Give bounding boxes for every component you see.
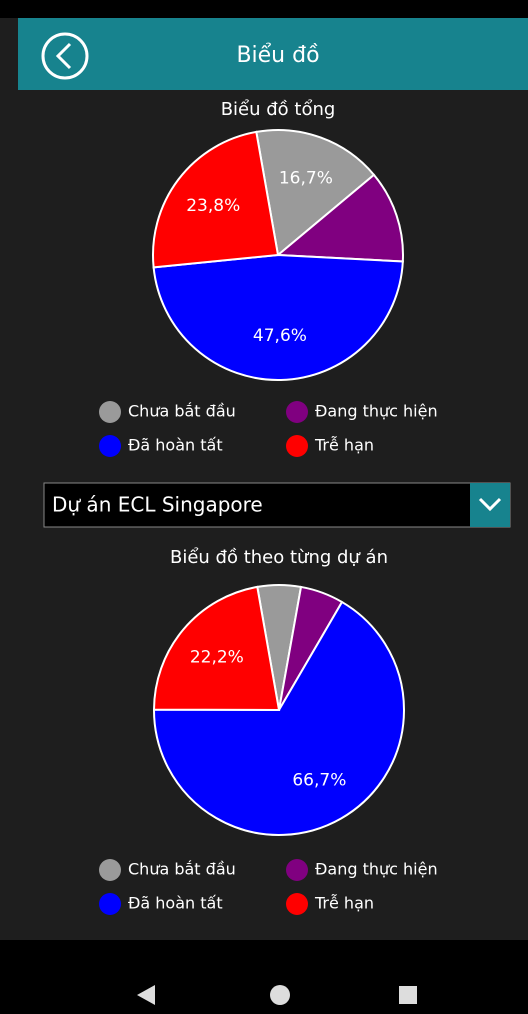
pie-slice (152, 130, 280, 269)
nav-back[interactable] (137, 985, 155, 1005)
dropdown-button[interactable] (470, 483, 510, 527)
back-button[interactable] (41, 32, 89, 80)
pie-slice (255, 129, 376, 257)
legend-label: Đang thực hiện (315, 402, 438, 421)
legend-marker (286, 859, 308, 881)
dropdown[interactable]: Dự án ECL Singapore (43, 482, 511, 528)
legend-label: Chưa bắt đầu (128, 860, 236, 879)
slice-label: 66,7% (292, 771, 346, 791)
pie-slice (152, 600, 405, 836)
status-bar (0, 0, 528, 18)
slice-label: 23,8% (186, 196, 240, 216)
legend-marker (99, 859, 121, 881)
slice-label: 47,6% (253, 326, 307, 346)
legend-label: Đã hoàn tất (128, 436, 223, 455)
dropdown-arrow[interactable] (478, 497, 502, 512)
legend-marker (99, 893, 121, 915)
nav-bar (0, 940, 528, 1014)
pie-slice (275, 173, 404, 263)
legend-marker (99, 401, 121, 423)
nav-home[interactable] (270, 985, 290, 1005)
legend-label: Trễ hạn (314, 894, 374, 913)
slice-label: 16,7% (279, 169, 333, 189)
back-circle[interactable] (41, 32, 89, 80)
header-title: Biểu đồ (236, 43, 319, 68)
slice-label: 22,2% (190, 648, 244, 668)
legend-marker (286, 401, 308, 423)
legend-marker (286, 893, 308, 915)
legend-label: Đang thực hiện (315, 860, 438, 879)
legend-marker (286, 435, 308, 457)
legend-marker (99, 435, 121, 457)
pie-slice (152, 253, 404, 381)
chart-title: Biểu đồ theo từng dự án (170, 547, 388, 568)
legend-label: Chưa bắt đầu (128, 402, 236, 421)
chart-title: Biểu đồ tổng (221, 99, 336, 120)
dropdown-text[interactable]: Dự án ECL Singapore (52, 493, 263, 517)
pie-slice (152, 585, 281, 712)
back-chevron[interactable] (55, 42, 72, 70)
dropdown-box[interactable] (43, 482, 511, 528)
legend-label: Trễ hạn (314, 436, 374, 455)
nav-recent[interactable] (399, 986, 417, 1004)
header (18, 18, 528, 90)
legend-label: Đã hoàn tất (128, 894, 223, 913)
